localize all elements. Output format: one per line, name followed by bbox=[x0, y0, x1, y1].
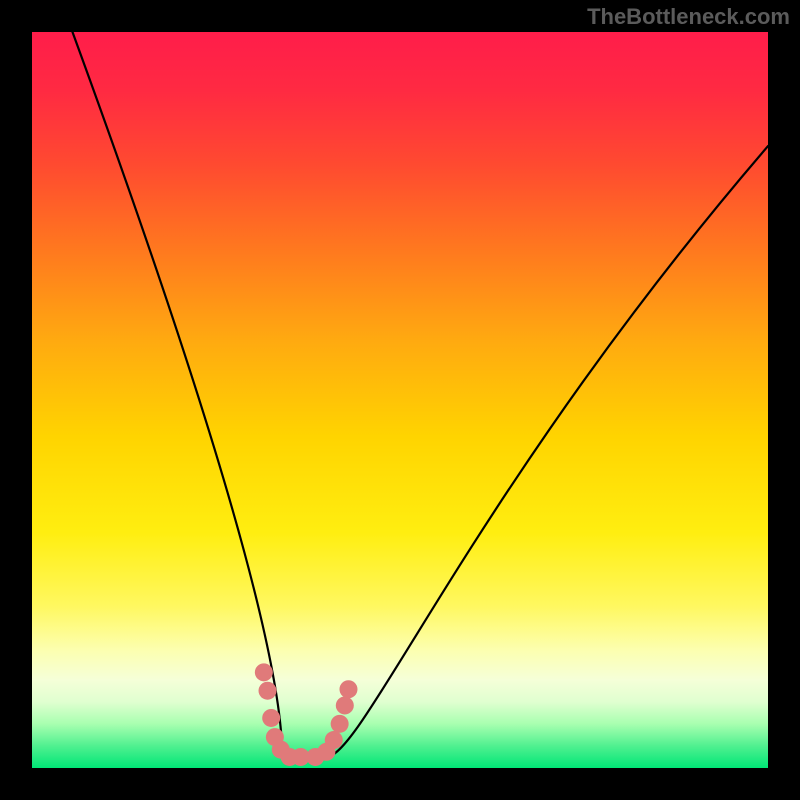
bottleneck-chart-svg bbox=[32, 32, 768, 768]
gradient-background bbox=[32, 32, 768, 768]
chart-frame: TheBottleneck.com bbox=[0, 0, 800, 800]
marker-point bbox=[336, 696, 354, 714]
watermark-text: TheBottleneck.com bbox=[587, 4, 790, 30]
marker-point bbox=[259, 682, 277, 700]
marker-point bbox=[331, 715, 349, 733]
marker-point bbox=[339, 680, 357, 698]
marker-point bbox=[262, 709, 280, 727]
plot-area bbox=[32, 32, 768, 768]
marker-point bbox=[325, 731, 343, 749]
marker-point bbox=[255, 663, 273, 681]
